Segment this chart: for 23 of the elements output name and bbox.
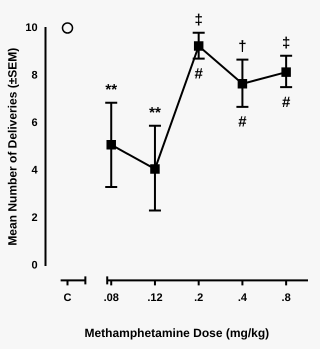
annotation: #: [194, 65, 204, 82]
annotation: **: [105, 81, 118, 98]
y-tick-label: 2: [32, 212, 38, 224]
y-tick-label: 0: [32, 259, 38, 272]
y-tick-label: 4: [32, 164, 39, 176]
annotation: #: [282, 94, 291, 111]
x-tick-label: .4: [238, 292, 248, 304]
y-tick-label: 6: [32, 116, 38, 129]
x-tick-label: .2: [194, 292, 204, 304]
x-axis-title: Methamphetamine Dose (mg/kg): [84, 326, 270, 340]
y-tick-label: 8: [32, 70, 38, 82]
x-tick-label: .08: [104, 292, 119, 304]
annotation: **: [149, 104, 161, 122]
y-axis-title: Mean Number of Deliveries (±SEM): [6, 48, 20, 246]
annotation: ‡: [282, 34, 290, 52]
x-tick-label: .8: [282, 292, 291, 304]
x-tick-label: C: [64, 292, 72, 304]
annotation: #: [238, 113, 248, 130]
annotation: †: [238, 38, 247, 56]
x-tick-label: .12: [147, 292, 163, 304]
annotation: ‡: [194, 11, 203, 28]
y-tick-label: 10: [25, 22, 38, 34]
point: [62, 22, 74, 34]
